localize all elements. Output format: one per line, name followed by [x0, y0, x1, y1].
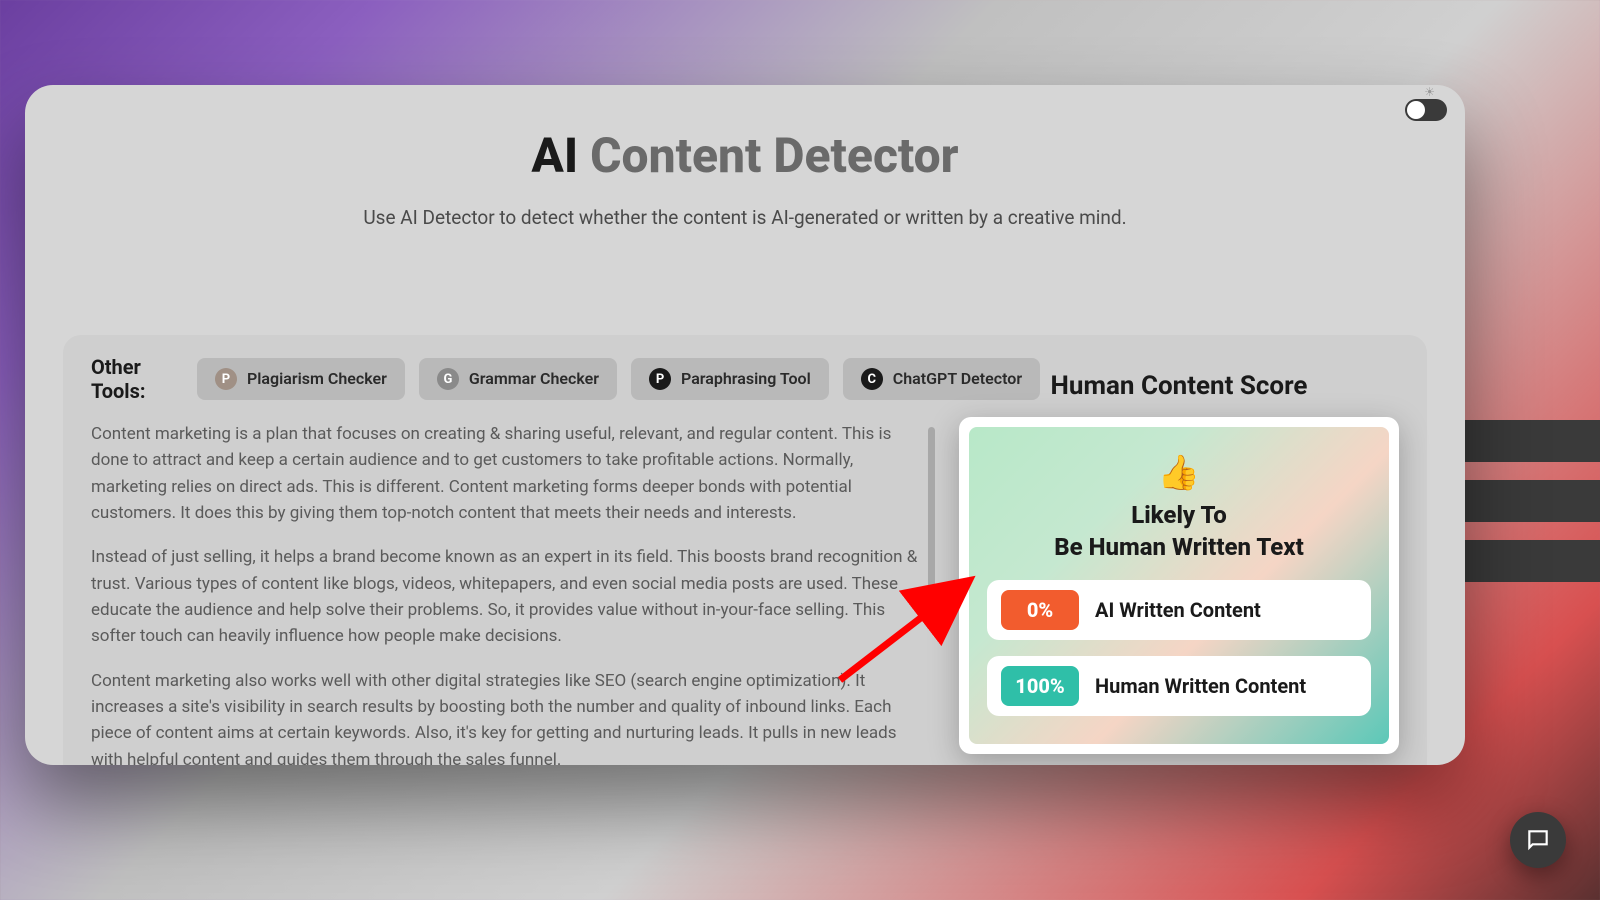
- badge-p-icon: P: [215, 368, 237, 390]
- badge-p2-icon: P: [649, 368, 671, 390]
- tool-plagiarism-checker[interactable]: P Plagiarism Checker: [197, 358, 405, 400]
- paragraph: Content marketing also works well with o…: [91, 668, 921, 765]
- human-score-row: 100% Human Written Content: [987, 656, 1371, 716]
- ai-score-row: 0% AI Written Content: [987, 580, 1371, 640]
- ai-label: AI Written Content: [1095, 598, 1261, 622]
- tool-label: Paraphrasing Tool: [681, 370, 811, 388]
- toggle-knob: [1407, 101, 1425, 119]
- score-inner: 👍 Likely To Be Human Written Text 0% AI …: [969, 427, 1389, 744]
- chat-button[interactable]: [1510, 812, 1566, 868]
- title-rest: Content Detector: [578, 127, 958, 184]
- badge-g-icon: G: [437, 368, 459, 390]
- title-bold: AI: [531, 127, 578, 184]
- thumbs-up-icon: 👍: [987, 453, 1371, 493]
- tool-label: Grammar Checker: [469, 370, 599, 388]
- badge-c-icon: C: [861, 368, 883, 390]
- analyzed-text[interactable]: Content marketing is a plan that focuses…: [91, 421, 935, 765]
- tools-label: Other Tools:: [91, 355, 183, 403]
- paragraph: Content marketing is a plan that focuses…: [91, 421, 921, 526]
- score-column: Human Content Score 👍 Likely To Be Human…: [959, 421, 1399, 765]
- content-row: Content marketing is a plan that focuses…: [91, 421, 1399, 765]
- main-panel: Other Tools: P Plagiarism Checker G Gram…: [63, 335, 1427, 765]
- score-card: 👍 Likely To Be Human Written Text 0% AI …: [959, 417, 1399, 754]
- human-label: Human Written Content: [1095, 674, 1306, 698]
- page-subtitle: Use AI Detector to detect whether the co…: [25, 206, 1465, 229]
- score-title: Human Content Score: [959, 371, 1399, 401]
- ai-percent: 0%: [1001, 590, 1079, 630]
- page-title: AI Content Detector: [25, 127, 1465, 184]
- app-card: ☀ AI Content Detector Use AI Detector to…: [25, 85, 1465, 765]
- tool-label: Plagiarism Checker: [247, 370, 387, 388]
- tool-paraphrasing[interactable]: P Paraphrasing Tool: [631, 358, 829, 400]
- human-percent: 100%: [1001, 666, 1079, 706]
- paragraph: Instead of just selling, it helps a bran…: [91, 544, 921, 649]
- chat-icon: [1525, 827, 1551, 853]
- verdict-line1: Likely To: [1131, 501, 1227, 529]
- sun-icon: ☀: [1424, 85, 1435, 99]
- score-verdict: Likely To Be Human Written Text: [987, 499, 1371, 564]
- verdict-line2: Be Human Written Text: [1054, 533, 1304, 561]
- theme-toggle[interactable]: ☀: [1405, 99, 1447, 121]
- scrollbar[interactable]: [928, 427, 935, 627]
- tool-grammar-checker[interactable]: G Grammar Checker: [419, 358, 617, 400]
